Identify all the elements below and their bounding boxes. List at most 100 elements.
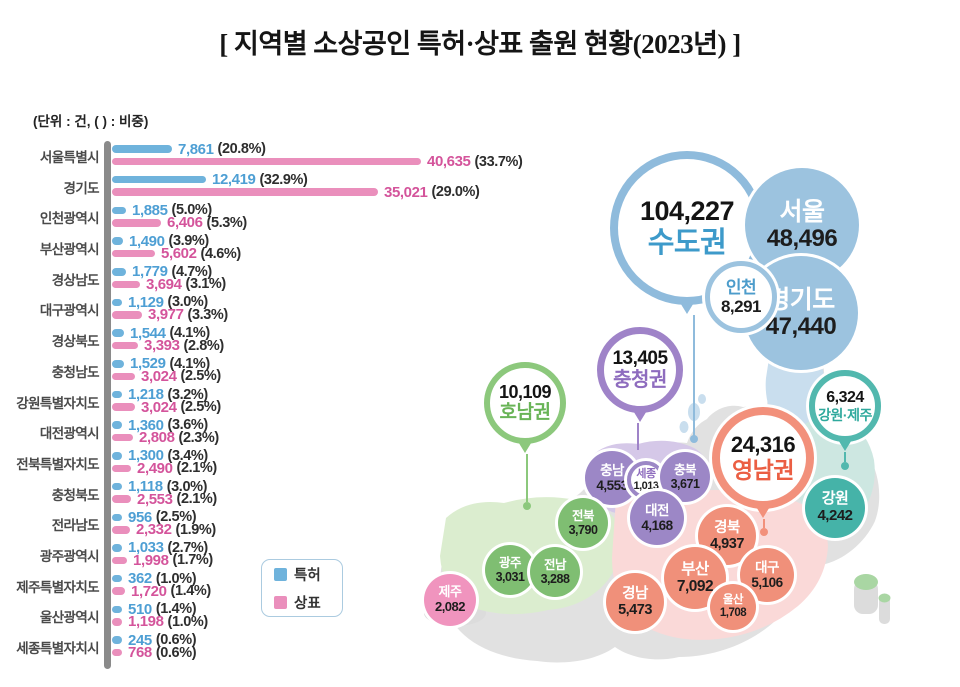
- bar-value: 6,406: [167, 214, 203, 232]
- pin-line-chungcheong: [637, 423, 639, 450]
- bar-value: 510: [128, 600, 152, 618]
- bubble-value: 8,291: [720, 297, 762, 316]
- patent-swatch-icon: [274, 567, 287, 581]
- bar-value: 1,033: [128, 539, 164, 557]
- patent-bar: [112, 482, 122, 491]
- bar-line: 7,861 (20.8%): [112, 141, 266, 158]
- bubble-value: 4,168: [641, 518, 673, 533]
- bar-value: 1,720: [131, 582, 167, 600]
- region-label: 경상남도: [51, 272, 100, 288]
- bar-share: (2.3%): [178, 429, 220, 446]
- region-label: 서울특별시: [39, 150, 100, 165]
- map-island-ulleung: [854, 574, 878, 590]
- patent-bar: [112, 421, 122, 429]
- bar-row: 울산광역시 510 (1.4%) 1,198 (1.0%): [0, 600, 470, 634]
- bar-share: (3.9%): [168, 233, 210, 250]
- bar-value: 1,779: [132, 263, 168, 281]
- trademark-bar: [112, 618, 122, 626]
- region-group-gangwon-jeju: 6,324 강원·제주: [809, 370, 881, 451]
- bubble-value: 3,671: [670, 477, 700, 491]
- region-group-yeongnam: 24,316 영남권: [712, 407, 814, 518]
- trademark-bar: [112, 556, 127, 565]
- korea-map: 104,227 수도권 13,405 충청권 10,109 호남권 24,316 영남권 6,3…: [420, 128, 960, 687]
- pin-dot-honam: [523, 502, 531, 510]
- bubble-name: 대구: [755, 559, 779, 575]
- map-bubble-gyeongnam: 경남 5,473: [606, 573, 664, 631]
- trademark-bar: [112, 280, 140, 288]
- trademark-bar: [112, 403, 135, 411]
- pin-line-sudogwon: [693, 315, 695, 436]
- pin-dot-gangwon-jeju: [841, 462, 849, 470]
- patent-bar: [112, 298, 122, 307]
- bar-line: 3,694 (3.1%): [112, 276, 226, 293]
- group-value: 13,405: [612, 347, 668, 369]
- bar-value: 2,490: [137, 459, 173, 477]
- bar-line: 1,529 (4.1%): [112, 355, 210, 372]
- group-value: 104,227: [639, 195, 735, 226]
- bar-share: (1.0%): [155, 570, 197, 587]
- bar-line: 245 (0.6%): [112, 631, 197, 649]
- bar-line: 1,198 (1.0%): [112, 613, 208, 630]
- bar-row: 대전광역시 1,360 (3.6%) 2,808 (2.3%): [0, 417, 470, 450]
- bar-value: 245: [128, 631, 152, 649]
- bubble-value: 5,473: [618, 602, 652, 618]
- bar-share: (3.0%): [166, 478, 208, 495]
- region-label: 대전광역시: [39, 426, 100, 442]
- bar-line: 35,021 (29.0%): [112, 184, 480, 201]
- trademark-bar: [112, 219, 161, 227]
- region-label: 대구광역시: [39, 303, 100, 319]
- bar-line: 1,720 (1.4%): [112, 582, 211, 600]
- patent-bar: [112, 145, 172, 153]
- group-value: 24,316: [730, 432, 796, 458]
- bubble-name: 세종: [636, 467, 656, 480]
- bar-row: 광주광역시 1,033 (2.7%) 1,998 (1.7%): [0, 539, 470, 573]
- bar-row: 충청북도 1,118 (3.0%) 2,553 (2.1%): [0, 478, 470, 512]
- bar-line: 1,360 (3.6%): [112, 417, 208, 434]
- bar-value: 1,129: [128, 293, 164, 311]
- bar-share: (1.9%): [175, 521, 217, 538]
- bar-line: 3,024 (2.5%): [112, 368, 221, 385]
- bar-share: (2.8%): [183, 337, 225, 354]
- trademark-bar: [112, 372, 135, 381]
- bar-chart: 서울특별시 7,861 (20.8%) 40,635 (33.7%) 경기도 12,419(…: [0, 141, 523, 675]
- bar-line: 1,300 (3.4%): [112, 447, 208, 464]
- bar-row: 부산광역시 1,490 (3.9%) 5,602 (4.6%): [0, 232, 470, 266]
- bar-line: 1,885 (5.0%): [112, 202, 212, 219]
- map-bubble-ulsan: 울산 1,708: [710, 584, 756, 630]
- bar-share: (32.9%): [259, 171, 308, 188]
- balloon-tail-icon: [755, 505, 771, 518]
- map-island-dokdo: [878, 593, 891, 603]
- balloon-tail-icon: [517, 440, 533, 453]
- bar-line: 2,553 (2.1%): [112, 491, 218, 508]
- region-label: 충청남도: [51, 364, 100, 380]
- patent-bar: [112, 360, 124, 368]
- group-value: 10,109: [498, 381, 552, 402]
- patent-bar: [112, 636, 122, 644]
- bar-share: (29.0%): [431, 184, 480, 201]
- group-name: 충청권: [613, 369, 667, 392]
- bar-share: (2.5%): [180, 399, 222, 415]
- bar-share: (4.6%): [200, 245, 242, 262]
- bubble-name: 부산: [681, 560, 709, 578]
- bar-share: (2.1%): [176, 491, 218, 508]
- bubble-value: 48,496: [766, 224, 838, 252]
- bubble-name: 대전: [645, 502, 669, 518]
- bar-line: 362 (1.0%): [112, 570, 197, 587]
- bubble-name: 전남: [543, 558, 567, 572]
- bar-line: 956 (2.5%): [112, 509, 197, 526]
- region-label: 세종특별자치시: [16, 641, 99, 656]
- bar-line: 2,332 (1.9%): [112, 521, 217, 538]
- bar-line: 1,129 (3.0%): [112, 293, 208, 311]
- bar-value: 1,490: [129, 232, 165, 250]
- patent-bar: [112, 268, 126, 276]
- bar-value: 1,544: [130, 324, 166, 342]
- map-bubble-jeju: 제주 2,082: [424, 574, 476, 626]
- bubble-value: 2,082: [434, 599, 466, 614]
- bar-row: 전북특별자치도 1,300 (3.4%) 2,490 (2.1%): [0, 447, 470, 481]
- region-label: 전북특별자치도: [16, 456, 99, 472]
- region-group-chungcheong: 13,405 충청권: [597, 327, 683, 422]
- bubble-name: 강원: [821, 490, 849, 508]
- bar-line: 1,218 (3.2%): [112, 386, 208, 403]
- unit-note: (단위 : 건, ( ) : 비중): [33, 114, 149, 129]
